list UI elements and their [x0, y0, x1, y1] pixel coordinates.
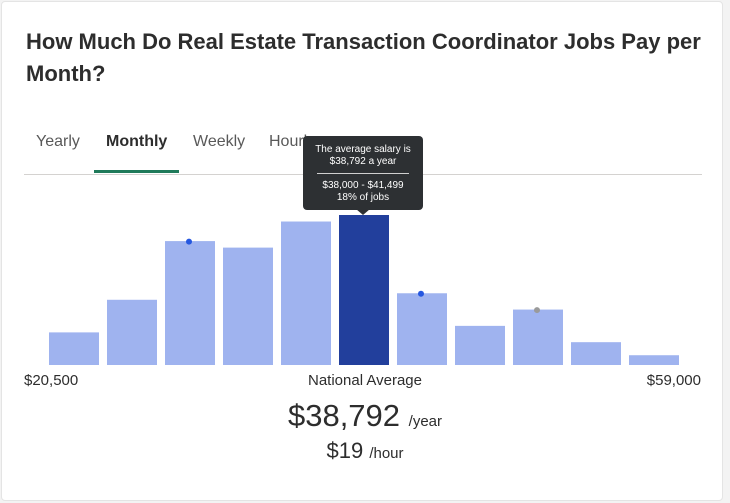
histogram-bar[interactable]	[165, 241, 215, 365]
bar-marker-dot	[418, 290, 424, 297]
tooltip-arrow	[356, 209, 370, 215]
histogram-bar[interactable]	[455, 325, 505, 365]
histogram-bar[interactable]	[339, 215, 389, 365]
salary-tooltip: The average salary is $38,792 a year $38…	[303, 136, 423, 210]
tab-weekly[interactable]: Weekly	[193, 133, 246, 150]
tab-yearly[interactable]: Yearly	[36, 133, 80, 150]
yearly-salary-value: $38,792	[287, 398, 401, 433]
histogram-bar[interactable]	[49, 332, 99, 365]
histogram-bar[interactable]	[223, 247, 273, 365]
hourly-salary-value: $19	[326, 438, 364, 463]
histogram-bar[interactable]	[571, 342, 621, 365]
bar-marker-dot	[534, 307, 540, 314]
hourly-salary-unit: /hour	[369, 445, 404, 462]
histogram-bar[interactable]	[281, 221, 331, 365]
tab-monthly[interactable]: Monthly	[94, 128, 180, 173]
tooltip-line-2: $38,792 a year	[329, 156, 397, 167]
histogram-bar[interactable]	[397, 293, 447, 365]
x-max-label: $59,000	[646, 372, 701, 389]
bar-marker-dot	[186, 238, 192, 245]
histogram-bar[interactable]	[629, 355, 679, 365]
average-hourly-salary: $19 /hour	[0, 438, 730, 464]
yearly-salary-unit: /year	[408, 413, 443, 430]
histogram-bar[interactable]	[513, 309, 563, 365]
tooltip-line-3: $38,000 - $41,499	[322, 180, 404, 191]
x-min-label: $20,500	[24, 372, 79, 389]
tooltip-line-4: 18% of jobs	[336, 192, 390, 203]
average-yearly-salary: $38,792 /year	[0, 398, 730, 434]
tooltip-divider	[317, 173, 409, 174]
page-title: How Much Do Real Estate Transaction Coor…	[26, 29, 701, 86]
histogram-bar[interactable]	[107, 299, 157, 365]
tooltip-line-1: The average salary is	[315, 144, 411, 155]
national-average-label: National Average	[308, 372, 422, 389]
